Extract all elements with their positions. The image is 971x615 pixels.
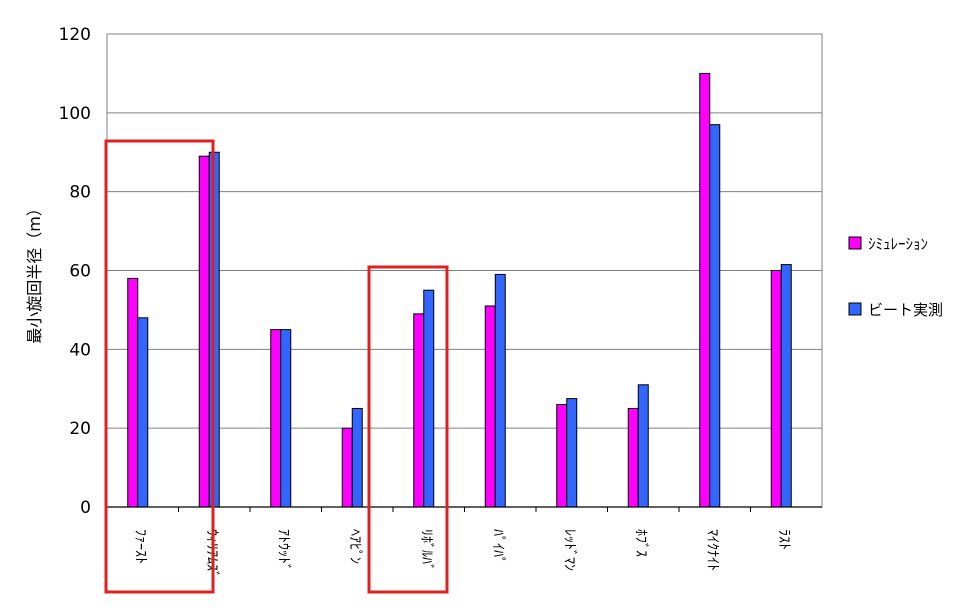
y-tick-label: 60 [69, 262, 91, 282]
bar-simulation [484, 305, 496, 508]
legend: ｼﾐｭﾚｰｼｮﾝ ビート実測 [848, 235, 943, 319]
legend-label: ｼﾐｭﾚｰｼｮﾝ [868, 235, 928, 253]
bar-simulation [556, 404, 568, 508]
y-tick-label: 80 [69, 183, 91, 203]
highlight-box [104, 139, 215, 594]
labels-layer: 0 20 40 60 80 100 120 ﾌｧｰｽﾄ ｳｨﾘｱﾑｽﾞ ｱﾄｳｯﾄﾞ ﾍｱﾋﾟﾝ ﾘﾎ… [59, 25, 792, 578]
bar-simulation [770, 270, 782, 508]
y-tick-label: 20 [69, 419, 91, 439]
highlight-box [367, 265, 449, 594]
y-tick-label: 120 [59, 25, 91, 45]
bar-measured [637, 384, 649, 508]
x-tick-label: ﾏｲｸﾅｲﾄ [704, 529, 720, 571]
x-tick-label: ﾎﾌﾞｽ [632, 529, 648, 557]
x-tick-label: ｳｨﾘｱﾑｽﾞ [203, 529, 219, 578]
y-axis-title: 最小旋回半径（m） [25, 200, 44, 344]
x-tick-label: ﾗｽﾄ [775, 529, 791, 550]
y-tick-label: 40 [69, 340, 91, 360]
x-tick-label: ﾊﾟｲﾊﾟ [489, 529, 505, 564]
x-tick-label: ｱﾄｳｯﾄﾞ [275, 529, 291, 571]
bar-measured [137, 317, 149, 508]
bar-simulation [699, 72, 711, 508]
legend-swatch [848, 302, 862, 316]
bar-simulation [627, 407, 639, 508]
bar-measured [351, 407, 363, 508]
legend-swatch [848, 236, 862, 250]
bar-measured [280, 329, 292, 508]
x-tick-label: ﾚｯﾄﾞﾏﾝ [561, 529, 577, 571]
y-tick-label: 0 [80, 498, 91, 518]
bar-simulation [270, 329, 282, 508]
bar-measured [709, 124, 721, 508]
highlight-layer [104, 139, 449, 594]
bar-simulation [127, 277, 139, 508]
legend-label: ビート実測 [868, 301, 943, 319]
bar-measured [494, 273, 506, 508]
bar-simulation [198, 155, 210, 508]
y-tick-label: 100 [59, 104, 91, 124]
x-tick-label: ﾍｱﾋﾟﾝ [346, 529, 362, 564]
bar-measured [780, 264, 792, 508]
bars-layer [127, 72, 792, 508]
bar-measured [566, 398, 578, 508]
bar-simulation [413, 313, 425, 508]
bar-measured [423, 289, 435, 508]
x-tick-label: ﾘﾎﾞﾙﾊﾞ [418, 529, 434, 571]
bar-simulation [341, 427, 353, 508]
x-tick-label: ﾌｧｰｽﾄ [132, 529, 148, 564]
